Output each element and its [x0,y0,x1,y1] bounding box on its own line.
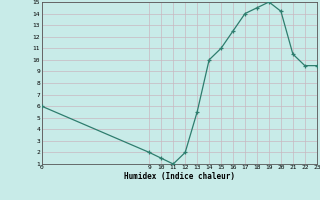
X-axis label: Humidex (Indice chaleur): Humidex (Indice chaleur) [124,172,235,181]
